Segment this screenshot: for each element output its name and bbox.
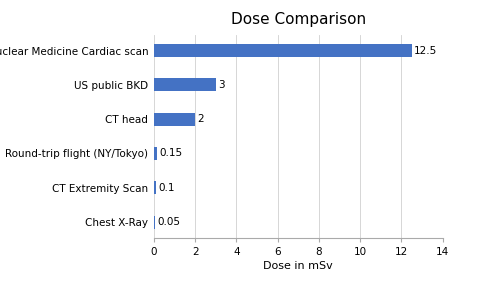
Bar — [154, 44, 411, 57]
Title: Dose Comparison: Dose Comparison — [230, 12, 365, 27]
X-axis label: Dose in mSv: Dose in mSv — [263, 261, 333, 271]
Bar — [154, 215, 155, 229]
Bar — [154, 181, 156, 194]
Bar — [154, 78, 216, 91]
Text: 0.05: 0.05 — [157, 217, 180, 227]
Text: 0.1: 0.1 — [158, 183, 175, 193]
Text: 2: 2 — [197, 114, 204, 124]
Text: 0.15: 0.15 — [159, 148, 182, 158]
Bar — [154, 113, 195, 126]
Text: 3: 3 — [218, 80, 224, 90]
Bar — [154, 147, 156, 160]
Text: 12.5: 12.5 — [413, 46, 436, 56]
